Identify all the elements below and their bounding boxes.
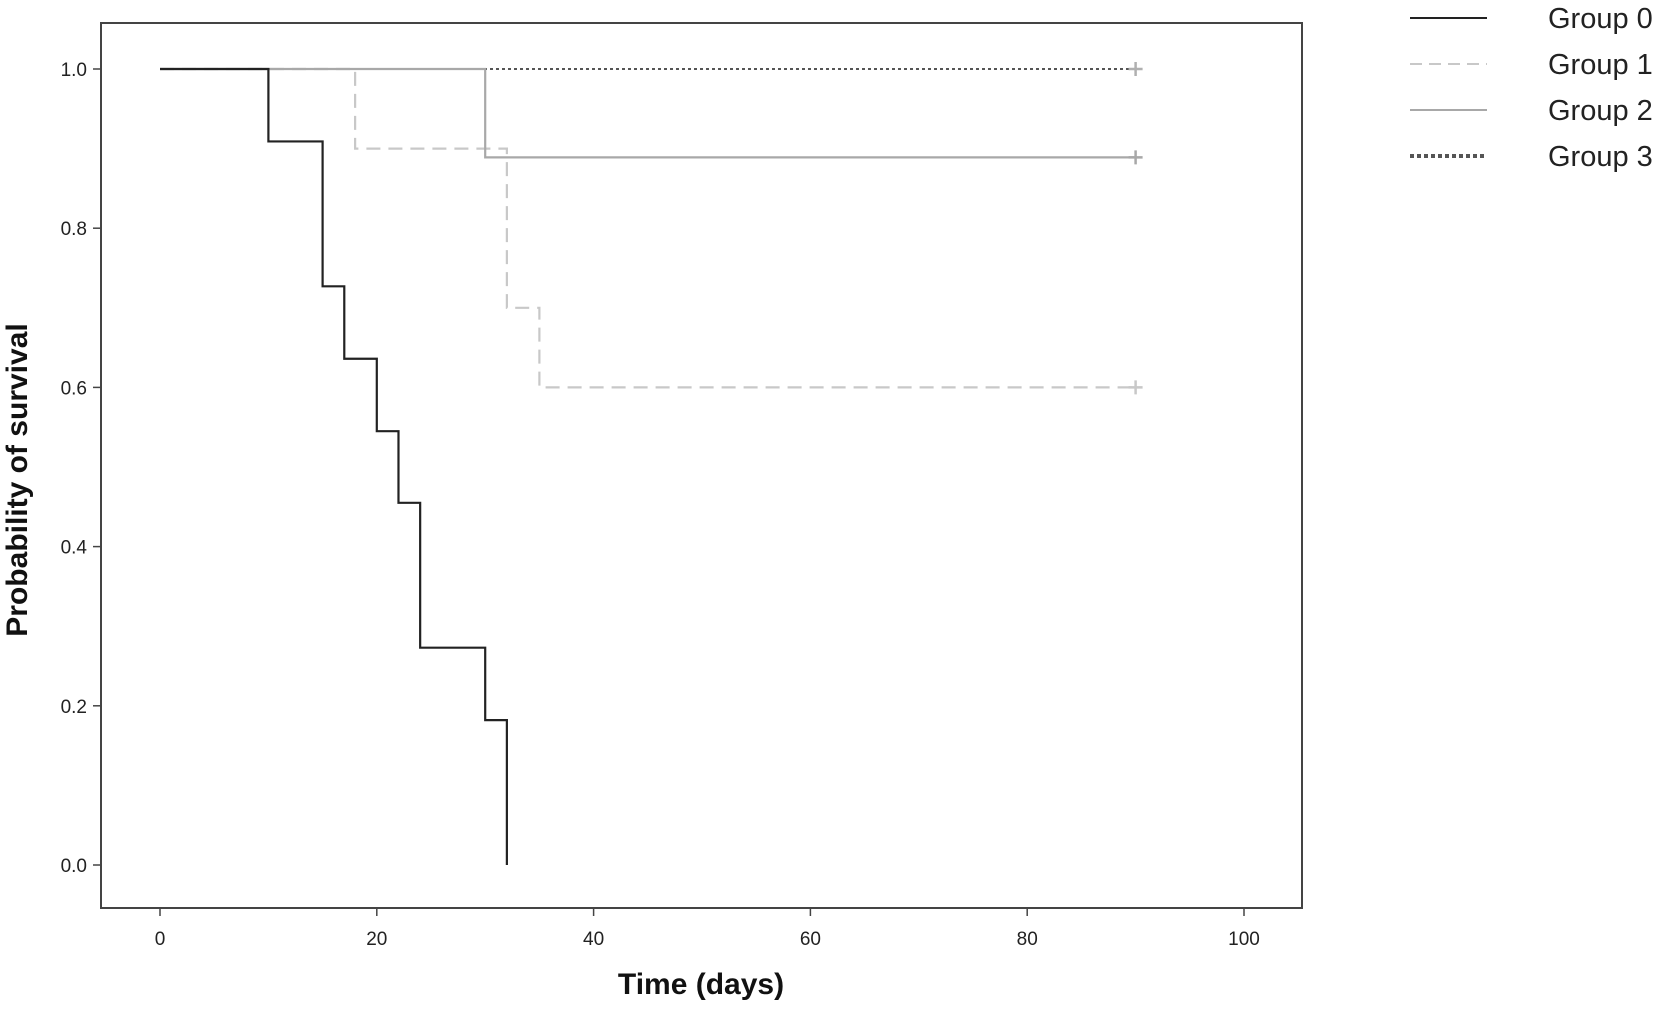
censor-mark — [1128, 62, 1143, 76]
x-tick-label: 40 — [583, 929, 604, 950]
censor-mark — [1128, 150, 1143, 165]
series-line-group-1 — [160, 67, 1136, 389]
x-tick-label: 20 — [366, 929, 387, 950]
series-line-group-2 — [160, 67, 1136, 159]
y-tick-label: 0.4 — [61, 538, 88, 559]
y-tick-label: 0.0 — [61, 856, 87, 877]
x-tick-label: 0 — [155, 929, 166, 950]
y-axis: 0.0 0.2 0.4 0.6 0.8 1.0 — [61, 60, 101, 877]
y-axis-title: Probability of survival — [1, 323, 34, 636]
x-tick-label: 60 — [800, 929, 821, 950]
legend-label: Group 1 — [1548, 49, 1653, 81]
plot-frame — [100, 22, 1303, 909]
x-axis-title: Time (days) — [618, 968, 784, 1001]
legend-label: Group 0 — [1548, 3, 1653, 35]
x-tick-label: 80 — [1017, 929, 1038, 950]
y-tick-label: 1.0 — [61, 60, 87, 81]
legend: Group 0 Group 1 Group 2 Group 3 — [1410, 3, 1653, 173]
x-tick-label: 100 — [1228, 929, 1260, 950]
series-layer — [160, 62, 1143, 865]
censor-mark — [1128, 380, 1143, 395]
legend-label: Group 3 — [1548, 141, 1653, 173]
y-tick-label: 0.8 — [61, 219, 87, 240]
x-axis: 0 20 40 60 80 100 — [155, 908, 1260, 950]
y-tick-label: 0.6 — [61, 378, 87, 399]
series-line-group-0 — [160, 67, 508, 865]
legend-label: Group 2 — [1548, 95, 1653, 127]
y-tick-label: 0.2 — [61, 697, 87, 718]
